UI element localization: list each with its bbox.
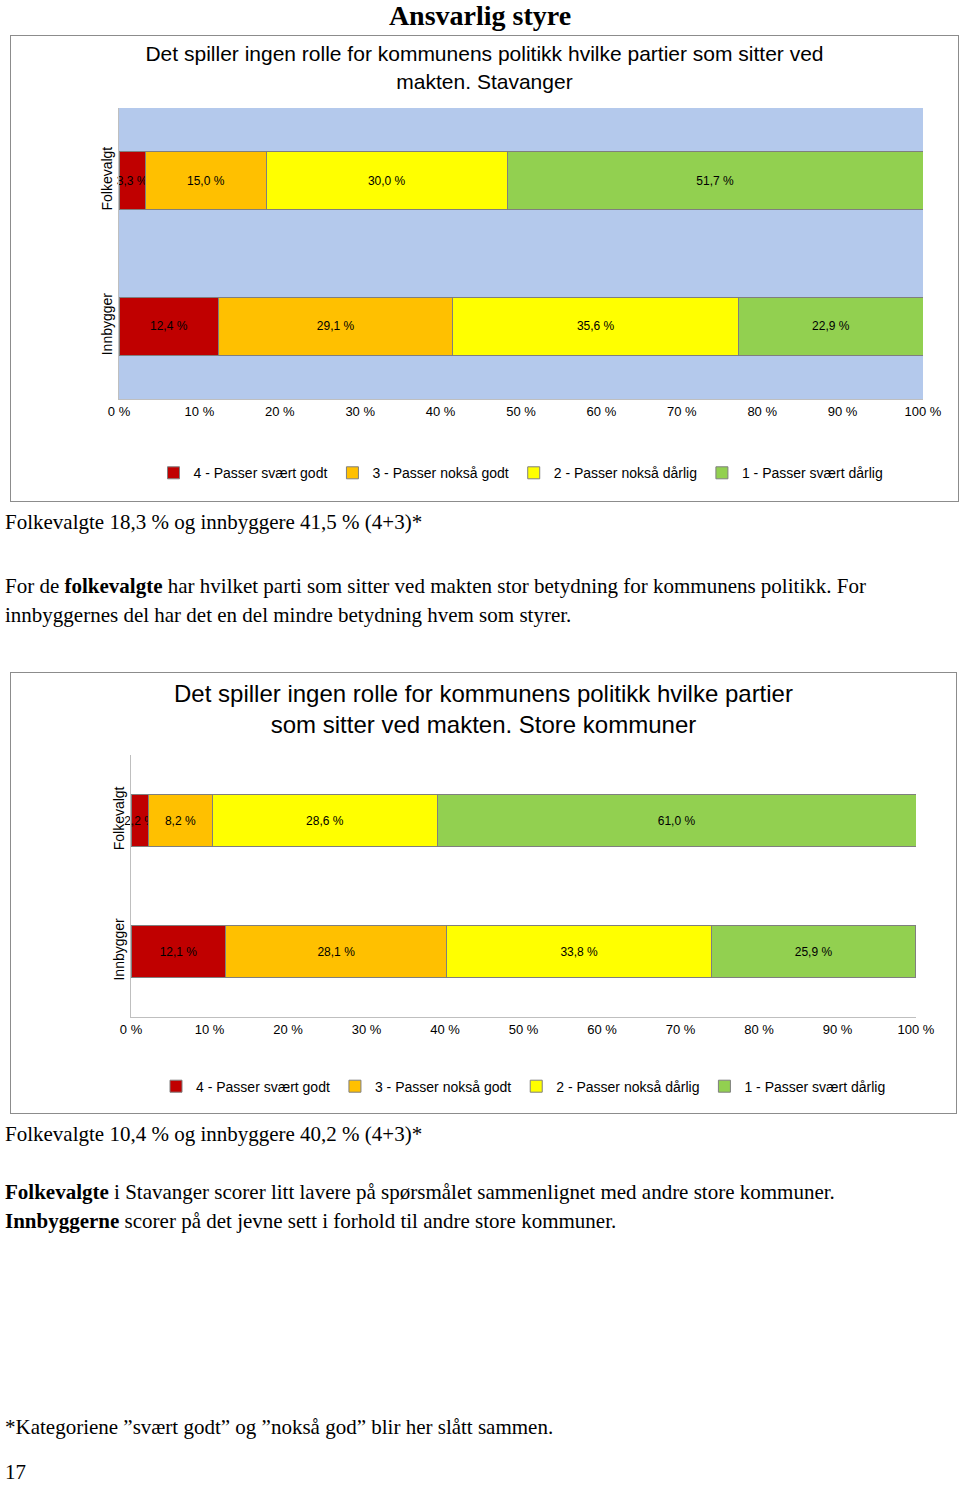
svg-text:100 %: 100 % (905, 404, 942, 419)
svg-text:90 %: 90 % (823, 1022, 853, 1037)
svg-text:Folkevalgt: Folkevalgt (111, 786, 127, 850)
svg-text:1 - Passer svært dårlig: 1 - Passer svært dårlig (742, 465, 883, 481)
svg-text:2 - Passer nokså dårlig: 2 - Passer nokså dårlig (554, 465, 697, 481)
svg-text:20 %: 20 % (265, 404, 295, 419)
svg-text:4 - Passer svært godt: 4 - Passer svært godt (196, 1079, 330, 1095)
svg-text:8,2 %: 8,2 % (165, 814, 196, 828)
svg-text:60 %: 60 % (587, 404, 617, 419)
svg-text:80 %: 80 % (747, 404, 777, 419)
svg-text:50 %: 50 % (506, 404, 536, 419)
svg-text:33,8 %: 33,8 % (560, 945, 598, 959)
html-text:For de folkevalgte har hvilket: For de folkevalgte har hvilket parti som… (5, 574, 866, 627)
svg-text:60 %: 60 % (587, 1022, 617, 1037)
svg-text:30 %: 30 % (345, 404, 375, 419)
svg-text:100 %: 100 % (898, 1022, 935, 1037)
svg-text:0 %: 0 % (120, 1022, 143, 1037)
html-text:Innbyggerne scorer på det jevn: Innbyggerne scorer på det jevne sett i f… (5, 1209, 617, 1233)
svg-text:25,9 %: 25,9 % (795, 945, 833, 959)
html-text:Folkevalgte 18,3 % og innbygge: Folkevalgte 18,3 % og innbyggere 41,5 % … (5, 510, 423, 534)
svg-text:15,0 %: 15,0 % (187, 174, 225, 188)
svg-text:1 - Passer svært dårlig: 1 - Passer svært dårlig (744, 1079, 885, 1095)
svg-text:40 %: 40 % (430, 1022, 460, 1037)
svg-text:3 - Passer nokså godt: 3 - Passer nokså godt (372, 465, 508, 481)
svg-text:4 - Passer svært godt: 4 - Passer svært godt (194, 465, 328, 481)
svg-text:35,6 %: 35,6 % (577, 319, 615, 333)
svg-text:70 %: 70 % (667, 404, 697, 419)
svg-text:3 - Passer nokså godt: 3 - Passer nokså godt (375, 1079, 511, 1095)
html-text:17: 17 (5, 1460, 26, 1484)
svg-text:2,2 %: 2,2 % (124, 814, 155, 828)
html-text:Ansvarlig styre: Ansvarlig styre (388, 0, 572, 31)
svg-text:12,4 %: 12,4 % (150, 319, 188, 333)
svg-text:40 %: 40 % (426, 404, 456, 419)
svg-text:Innbygger: Innbygger (111, 918, 127, 981)
svg-text:50 %: 50 % (509, 1022, 539, 1037)
svg-text:30,0 %: 30,0 % (368, 174, 406, 188)
html-text:Folkevalgte 10,4 % og innbygge: Folkevalgte 10,4 % og innbyggere 40,2 % … (5, 1122, 423, 1146)
svg-text:28,6 %: 28,6 % (306, 814, 344, 828)
svg-text:70 %: 70 % (666, 1022, 696, 1037)
svg-text:22,9 %: 22,9 % (812, 319, 850, 333)
svg-text:0 %: 0 % (108, 404, 131, 419)
svg-text:Det spiller ingen rolle for ko: Det spiller ingen rolle for kommunens po… (145, 42, 823, 92)
svg-text:20 %: 20 % (273, 1022, 303, 1037)
svg-text:3,3 %: 3,3 % (117, 174, 148, 188)
svg-text:80 %: 80 % (744, 1022, 774, 1037)
svg-text:Folkevalgt: Folkevalgt (99, 147, 115, 211)
html-text:*Kategoriene ”svært godt” og ”: *Kategoriene ”svært godt” og ”nokså god”… (5, 1415, 554, 1439)
svg-text:10 %: 10 % (195, 1022, 225, 1037)
svg-text:51,7 %: 51,7 % (696, 174, 734, 188)
html-text:Folkevalgte i Stavanger scorer: Folkevalgte i Stavanger scorer litt lave… (5, 1180, 835, 1204)
svg-text:Innbygger: Innbygger (99, 293, 115, 356)
svg-text:90 %: 90 % (828, 404, 858, 419)
svg-text:2 - Passer nokså dårlig: 2 - Passer nokså dårlig (556, 1079, 699, 1095)
svg-text:29,1 %: 29,1 % (317, 319, 355, 333)
svg-text:10 %: 10 % (185, 404, 215, 419)
svg-text:Det spiller ingen rolle for ko: Det spiller ingen rolle for kommunens po… (174, 680, 793, 738)
svg-text:61,0 %: 61,0 % (658, 814, 696, 828)
svg-text:30 %: 30 % (352, 1022, 382, 1037)
svg-text:28,1 %: 28,1 % (317, 945, 355, 959)
svg-text:12,1 %: 12,1 % (160, 945, 198, 959)
